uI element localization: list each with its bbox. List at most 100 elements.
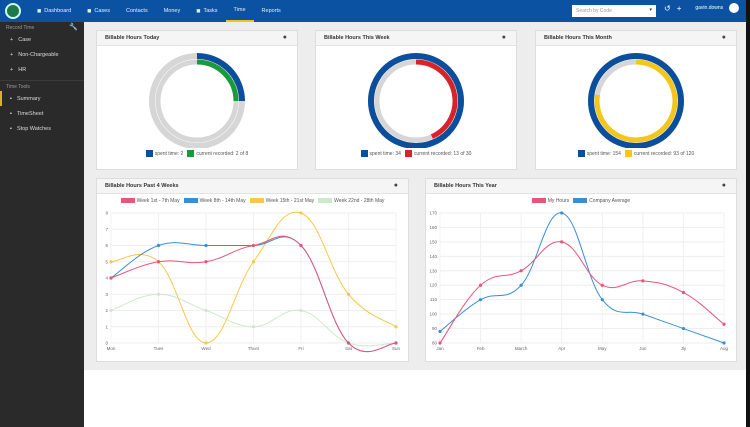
data-point[interactable] bbox=[299, 211, 303, 215]
legend-swatch bbox=[404, 150, 412, 157]
sidebar-item-timesheet[interactable]: ▪ TimeSheet bbox=[0, 106, 84, 121]
legend-item[interactable]: Week 8th - 14th May bbox=[183, 198, 246, 204]
search-by-code-select[interactable]: Search by Code ▾ bbox=[572, 5, 656, 17]
main-content: Billable Hours Today ● spent time: 2 curren… bbox=[84, 22, 746, 427]
data-point[interactable] bbox=[722, 322, 726, 326]
legend-item[interactable]: My Hours bbox=[531, 198, 569, 204]
sidebar-item-non-chargeable[interactable]: + Non-Chargeable bbox=[0, 47, 84, 62]
data-point[interactable] bbox=[722, 341, 726, 345]
donut-legend: spent time: 2 current recorded: 2 of 8 bbox=[97, 150, 297, 157]
tag-icon[interactable]: ● bbox=[501, 34, 506, 41]
y-tick-label: 100 bbox=[429, 312, 437, 317]
user-avatar-icon[interactable] bbox=[729, 3, 740, 13]
legend-swatch bbox=[573, 198, 588, 204]
tag-icon[interactable]: ● bbox=[721, 34, 726, 41]
nav-money[interactable]: Money bbox=[156, 0, 189, 22]
sidebar-item-summary[interactable]: ▪ Summary bbox=[0, 91, 84, 106]
data-point[interactable] bbox=[600, 283, 604, 287]
nav-contacts[interactable]: Contacts bbox=[118, 0, 156, 22]
x-tick-label: May bbox=[598, 346, 607, 351]
donut-spent-arc bbox=[368, 53, 464, 149]
donut-spent-arc bbox=[588, 53, 684, 149]
wrench-icon[interactable]: 🔧 bbox=[69, 24, 78, 31]
data-point[interactable] bbox=[204, 341, 208, 345]
data-point[interactable] bbox=[394, 325, 398, 329]
y-tick-label: 140 bbox=[429, 254, 437, 259]
sidebar-item-stop-watches[interactable]: ▪ Stop Watches bbox=[0, 121, 84, 136]
app-logo[interactable] bbox=[5, 3, 21, 19]
data-point[interactable] bbox=[251, 243, 256, 248]
data-point[interactable] bbox=[641, 279, 645, 283]
legend-item[interactable]: Week 22nd - 28th May bbox=[318, 198, 384, 204]
x-tick-label: Apr bbox=[558, 346, 566, 351]
sidebar-item-case[interactable]: + Case bbox=[0, 32, 84, 47]
data-point[interactable] bbox=[251, 325, 256, 329]
donut-spent-arc bbox=[196, 53, 245, 102]
data-point[interactable] bbox=[560, 211, 564, 215]
data-point[interactable] bbox=[156, 292, 161, 296]
data-point[interactable] bbox=[299, 243, 303, 248]
data-point[interactable] bbox=[438, 329, 442, 334]
chart-title: Billable Hours Past 4 Weeks bbox=[105, 183, 179, 189]
list-icon: ■ bbox=[196, 7, 201, 15]
data-point[interactable] bbox=[109, 276, 113, 280]
data-point[interactable] bbox=[156, 260, 161, 264]
legend-item[interactable]: Week 15th - 21st May bbox=[249, 198, 314, 204]
data-point[interactable] bbox=[641, 312, 645, 316]
legend-swatch bbox=[120, 198, 135, 204]
add-icon[interactable]: + bbox=[676, 3, 682, 13]
donut-legend: spent time: 34 current recorded: 13 of 30 bbox=[316, 150, 516, 157]
page-footer-area bbox=[84, 370, 746, 427]
y-tick-label: 170 bbox=[429, 211, 437, 216]
nav-reports[interactable]: Reports bbox=[254, 0, 289, 22]
legend-spent[interactable]: spent time: 2 bbox=[145, 150, 183, 157]
legend-swatch bbox=[624, 150, 632, 157]
legend-recorded[interactable]: current recorded: 93 of 120 bbox=[624, 150, 694, 157]
data-point[interactable] bbox=[299, 308, 303, 313]
data-point[interactable] bbox=[204, 260, 208, 264]
history-icon[interactable]: ↺ bbox=[664, 3, 671, 13]
data-point[interactable] bbox=[394, 341, 398, 345]
card-header: Billable Hours Past 4 Weeks ● bbox=[97, 179, 408, 194]
data-point[interactable] bbox=[438, 341, 442, 345]
data-point[interactable] bbox=[346, 341, 351, 345]
legend-spent[interactable]: spent time: 154 bbox=[577, 150, 621, 157]
legend-recorded[interactable]: current recorded: 13 of 30 bbox=[404, 150, 471, 157]
legend-item[interactable]: Company Average bbox=[573, 198, 630, 204]
nav-label: Contacts bbox=[125, 8, 148, 14]
data-point[interactable] bbox=[681, 326, 686, 331]
tag-icon[interactable]: ● bbox=[393, 182, 398, 189]
nav-dashboard[interactable]: ■ Dashboard bbox=[29, 0, 79, 22]
series-line bbox=[439, 212, 725, 344]
data-point[interactable] bbox=[519, 283, 523, 287]
data-point[interactable] bbox=[560, 240, 564, 244]
tag-icon[interactable]: ● bbox=[282, 34, 287, 41]
card-title: Billable Hours This Month bbox=[544, 35, 612, 41]
data-point[interactable] bbox=[519, 269, 523, 273]
data-point[interactable] bbox=[251, 260, 256, 264]
legend-recorded[interactable]: current recorded: 2 of 8 bbox=[187, 150, 248, 157]
data-point[interactable] bbox=[204, 308, 208, 313]
data-point[interactable] bbox=[109, 260, 113, 264]
data-point[interactable] bbox=[478, 298, 483, 302]
data-point[interactable] bbox=[478, 283, 483, 287]
data-point[interactable] bbox=[681, 290, 686, 295]
nav-cases[interactable]: ■ Cases bbox=[79, 0, 118, 22]
tag-icon[interactable]: ● bbox=[721, 182, 726, 189]
donut-recorded-arc bbox=[196, 59, 239, 102]
data-point[interactable] bbox=[109, 308, 113, 313]
data-point[interactable] bbox=[346, 292, 351, 296]
sidebar-item-hr[interactable]: + HR bbox=[0, 62, 84, 77]
card-title: Billable Hours This Week bbox=[324, 35, 390, 41]
nav-tasks[interactable]: ■ Tasks bbox=[188, 0, 225, 22]
sidebar: Record Time 🔧 + Case + Non-Chargeable + HR Tim… bbox=[0, 22, 84, 427]
data-point[interactable] bbox=[600, 298, 604, 302]
data-point[interactable] bbox=[156, 243, 161, 248]
data-point[interactable] bbox=[204, 243, 208, 248]
legend-item[interactable]: Week 1st - 7th May bbox=[120, 198, 180, 204]
user-name[interactable]: gavin.downs bbox=[695, 5, 724, 11]
legend-spent[interactable]: spent time: 34 bbox=[360, 150, 401, 157]
legend-swatch bbox=[531, 198, 546, 204]
stopwatch-icon: ▪ bbox=[10, 125, 12, 132]
nav-time[interactable]: Time bbox=[225, 0, 254, 22]
